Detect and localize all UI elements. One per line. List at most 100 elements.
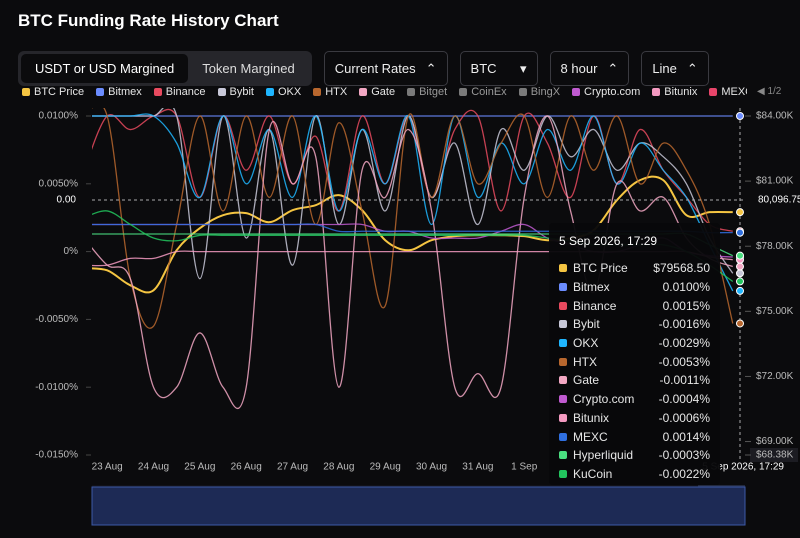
tooltip-row: Crypto.com -0.0004% — [549, 390, 720, 409]
y2-tick-label: $68.38K — [756, 450, 794, 461]
tooltip-value: -0.0006% — [658, 410, 710, 425]
tooltip-name: Gate — [573, 373, 600, 388]
legend-item: MEXC — [709, 86, 747, 98]
tooltip-name: BTC Price — [573, 261, 628, 276]
legend-swatch — [313, 88, 322, 96]
tooltip-name: Bitunix — [573, 410, 610, 425]
legend-item: Bitunix — [652, 86, 697, 98]
y2-tick-label: $72.00K — [756, 371, 794, 382]
tooltip-name: Bitmex — [573, 280, 610, 295]
icon: ⌃ — [425, 60, 437, 76]
tooltip: 5 Sep 2026, 17:29 BTC Price $79568.50 Bitme… — [549, 223, 720, 485]
tooltip-swatch — [559, 376, 567, 385]
legend-item: Crypto.com — [572, 86, 640, 98]
tooltip-value: 0.0100% — [662, 280, 710, 295]
x-tick-label: 26 Aug — [231, 462, 262, 473]
x-tick-label: 23 Aug — [92, 462, 123, 473]
dropdown[interactable]: 8 hour ⌃ — [549, 51, 630, 86]
legend-label: Bitunix — [664, 86, 698, 98]
legend-swatch — [265, 88, 274, 96]
hover-dot — [736, 269, 744, 278]
tooltip-value: -0.0022% — [658, 466, 710, 481]
legend-item: HTX — [313, 86, 347, 98]
tooltip-value: -0.0003% — [658, 448, 710, 463]
dropdown[interactable]: BTC ▾ — [459, 51, 538, 86]
legend-swatch — [652, 88, 661, 96]
tooltip-title: 5 Sep 2026, 17:29 — [559, 234, 658, 248]
legend-swatch — [153, 88, 162, 96]
legend-item: Gate — [359, 86, 395, 98]
legend-label: Bitmex — [108, 86, 142, 98]
toggle-option[interactable]: USDT or USD Margined — [21, 54, 189, 83]
legend-label: HTX — [325, 86, 348, 98]
legend-item: Bitget — [407, 86, 447, 98]
tooltip-row: OKX -0.0029% — [549, 334, 720, 353]
tooltip-swatch — [559, 413, 567, 422]
x-tick-label: 31 Aug — [462, 462, 493, 473]
hover-dot — [736, 208, 744, 217]
tooltip-row: Hyperliquid -0.0003% — [549, 446, 720, 465]
hover-dot — [736, 262, 744, 271]
y-tick-label: 0.0100% — [39, 111, 79, 122]
x-tick-label: 29 Aug — [370, 462, 401, 473]
legend-item: Binance — [153, 86, 206, 98]
hover-dot — [736, 277, 744, 286]
tooltip-value: 0.0014% — [662, 429, 710, 444]
legend-label: Bybit — [229, 86, 254, 98]
tooltip-row: BTC Price $79568.50 — [549, 259, 720, 278]
dropdown[interactable]: Line ⌃ — [641, 51, 709, 86]
series-line — [92, 113, 734, 292]
price-tag — [750, 448, 798, 462]
legend-swatch — [359, 88, 368, 96]
legend-label: Binance — [165, 86, 206, 98]
dropdown[interactable]: Current Rates ⌃ — [323, 51, 448, 86]
legend: BTC Price Bitmex Binance Bybit OKX HTX Gate Bit… — [22, 86, 747, 98]
crosshair-label: 80,096.75 — [758, 195, 800, 206]
tooltip-value: -0.0016% — [658, 317, 710, 332]
tooltip-swatch — [559, 469, 567, 478]
tooltip-swatch — [559, 451, 567, 460]
y2-tick-label: $81.00K — [756, 176, 794, 187]
tooltip-value: -0.0029% — [658, 336, 710, 351]
margin-toggle: USDT or USD Margined Token Margined — [18, 51, 312, 86]
series-line — [92, 108, 733, 232]
legend-item: Bitmex — [96, 86, 142, 98]
y-tick-label: -0.0050% — [35, 314, 78, 325]
tooltip-swatch — [559, 339, 567, 348]
y2-tick-label: $84.00K — [756, 111, 794, 122]
x-tick-label: 28 Aug — [323, 462, 354, 473]
tooltip-value: $79568.50 — [653, 261, 710, 276]
legend-label: MEXC — [721, 86, 747, 98]
tooltip-name: KuCoin — [573, 466, 613, 481]
legend-item: BingX — [518, 86, 560, 98]
tooltip-row: Bybit -0.0016% — [549, 315, 720, 334]
tooltip-row: Binance 0.0015% — [549, 296, 720, 315]
icon: ⌃ — [607, 60, 619, 76]
y2-tick-label: $78.00K — [756, 241, 794, 252]
toggle-option[interactable]: Token Margined — [202, 61, 295, 76]
legend-label: OKX — [277, 86, 302, 98]
tooltip-swatch — [559, 432, 567, 441]
x-tick-label: 24 Aug — [138, 462, 169, 473]
tooltip-row: KuCoin -0.0022% — [549, 465, 720, 484]
navigator-area — [91, 486, 746, 526]
hover-dot — [736, 319, 744, 328]
tooltip-value: -0.0053% — [658, 354, 710, 369]
x-tick-label: 1 Sep — [511, 462, 538, 473]
legend-pager[interactable]: ◀ 1/2 — [757, 86, 782, 97]
icon: ⌃ — [686, 60, 698, 76]
y-tick-label: -0.0100% — [35, 382, 78, 393]
tooltip-name: Bybit — [573, 317, 600, 332]
legend-item: OKX — [265, 86, 302, 98]
x-tick-label: 30 Aug — [416, 462, 447, 473]
hover-dot — [736, 251, 744, 260]
legend-swatch — [96, 88, 105, 96]
series-line — [92, 108, 734, 280]
x-tick-label: 25 Aug — [184, 462, 215, 473]
dropdown-label: Current Rates — [334, 61, 416, 76]
tooltip-name: Hyperliquid — [573, 448, 634, 463]
legend-label: CoinEx — [471, 86, 507, 98]
legend-label: Bitget — [419, 86, 448, 98]
